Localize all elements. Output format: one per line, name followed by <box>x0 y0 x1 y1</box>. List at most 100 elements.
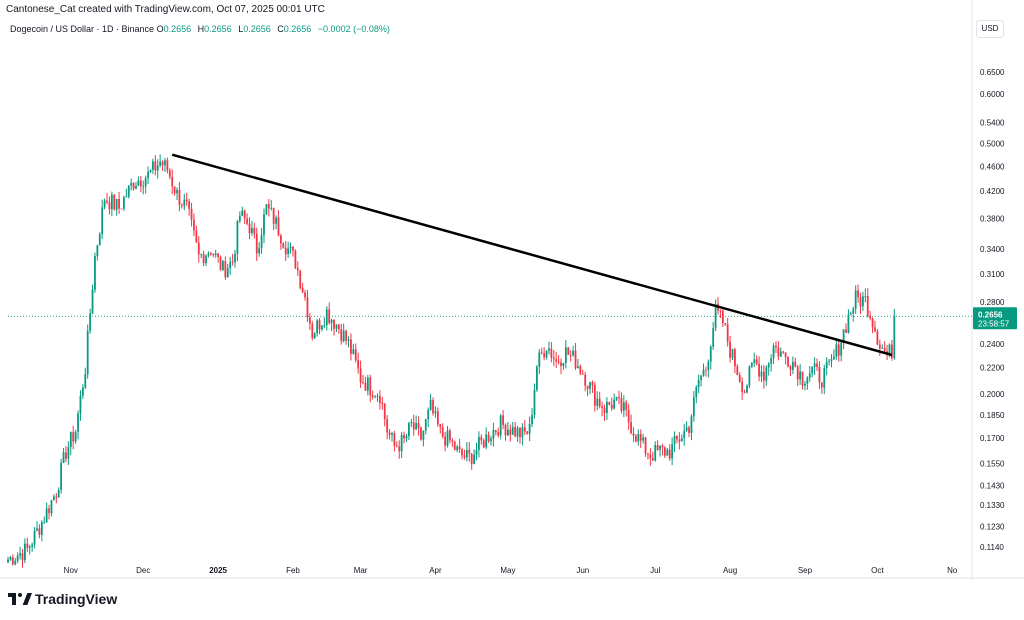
symbol-name[interactable]: Dogecoin / US Dollar · 1D · Binance <box>10 24 155 34</box>
candle <box>60 458 63 494</box>
candle-body <box>330 319 333 323</box>
candle-body <box>38 528 41 535</box>
candle <box>451 438 454 447</box>
candle <box>548 341 550 355</box>
candle-body <box>364 382 367 391</box>
candle-body <box>847 314 850 333</box>
candle <box>697 374 700 394</box>
candle <box>787 356 789 368</box>
candle-body <box>333 319 335 329</box>
candle <box>490 435 492 446</box>
time-tick-label: Mar <box>354 566 368 575</box>
candle-body <box>374 396 376 398</box>
candle <box>840 341 843 362</box>
price-tick-label: 0.6000 <box>980 90 1005 99</box>
candle-body <box>816 363 818 367</box>
candle-body <box>263 214 265 236</box>
candle <box>125 188 128 198</box>
candle <box>801 371 804 390</box>
candle-body <box>869 316 872 319</box>
trendline <box>171 153 893 357</box>
candle <box>731 348 734 360</box>
candle <box>321 325 323 332</box>
candle <box>463 449 466 460</box>
candle-body <box>110 194 113 210</box>
candle-body <box>579 366 582 374</box>
candle <box>647 453 649 460</box>
price-tick-label: 0.6500 <box>980 68 1005 77</box>
grid-layer <box>0 0 1024 580</box>
candle <box>391 431 393 442</box>
candle <box>750 362 753 369</box>
candle <box>721 308 724 328</box>
time-tick-label: No <box>947 566 958 575</box>
candle <box>304 289 306 301</box>
candle-body <box>606 401 608 413</box>
candle-body <box>852 308 855 314</box>
candle-body <box>366 377 369 391</box>
time-tick-label: Jun <box>576 566 589 575</box>
currency-button[interactable]: USD <box>976 20 1004 38</box>
candle-body <box>545 350 548 358</box>
candle-body <box>149 169 152 172</box>
candle <box>328 302 331 325</box>
candle <box>55 492 58 504</box>
candle-body <box>410 422 413 424</box>
price-tick-label: 0.2400 <box>980 340 1005 349</box>
candle-body <box>321 325 323 330</box>
candles-layer <box>7 154 896 568</box>
candle <box>820 382 823 394</box>
candle-body <box>106 200 108 203</box>
candle <box>869 310 872 321</box>
candle <box>637 429 640 446</box>
candle <box>65 446 67 463</box>
candle-body <box>528 423 531 434</box>
candle <box>453 440 456 451</box>
candle-body <box>391 433 393 435</box>
candle <box>883 341 886 354</box>
price-tick-label: 0.1230 <box>980 522 1005 531</box>
candle-body <box>499 415 502 436</box>
candle <box>214 249 217 258</box>
candle-body <box>746 385 748 393</box>
candle-body <box>101 207 104 235</box>
candle <box>456 444 459 453</box>
candle-body <box>705 369 707 371</box>
candle-body <box>253 227 256 234</box>
candle <box>410 418 413 428</box>
candle-body <box>485 434 488 448</box>
candle-body <box>123 197 125 209</box>
candle-body <box>434 411 437 414</box>
candle <box>202 250 205 267</box>
candle-body <box>794 361 797 367</box>
candle-body <box>511 426 514 435</box>
candle <box>555 351 558 369</box>
candle <box>760 365 763 383</box>
candle <box>890 339 893 361</box>
candle-body <box>497 431 500 436</box>
candle-body <box>507 429 509 436</box>
candle-body <box>804 383 806 386</box>
candle <box>57 487 60 498</box>
candle <box>683 423 686 446</box>
candle-body <box>639 433 642 441</box>
candle-body <box>789 366 792 370</box>
candle-body <box>637 433 640 442</box>
price-tick-label: 0.1550 <box>980 459 1005 468</box>
tradingview-logo[interactable]: TradingView <box>8 591 117 607</box>
candle-body <box>784 352 787 358</box>
candle <box>197 236 200 263</box>
candle-body <box>9 557 12 560</box>
candle-body <box>490 438 492 442</box>
candle <box>762 364 765 389</box>
candle-body <box>586 385 589 389</box>
candle <box>746 384 748 394</box>
candle <box>864 288 867 303</box>
candle-body <box>207 253 210 256</box>
candle-body <box>748 366 751 386</box>
candle-body <box>185 199 188 202</box>
candle-body <box>724 323 727 325</box>
candle <box>231 253 234 266</box>
candle-body <box>311 323 314 339</box>
